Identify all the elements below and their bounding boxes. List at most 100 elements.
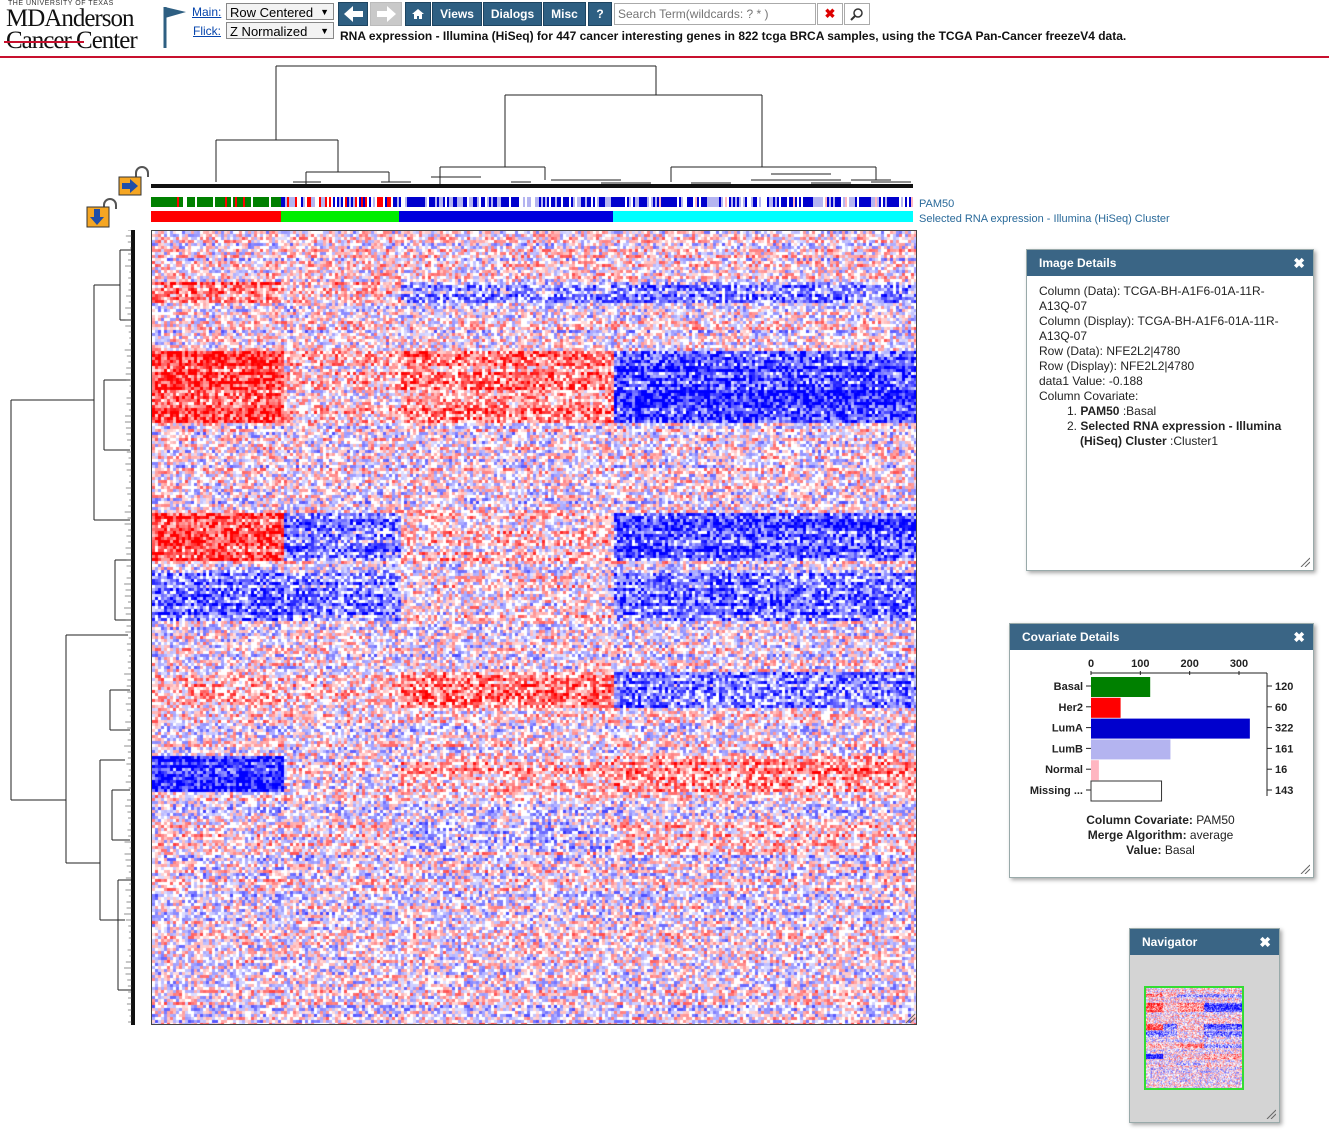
image-details-panel[interactable]: Image Details ✖ Column (Data): TCGA-BH-A… bbox=[1026, 249, 1314, 571]
pam50-cell bbox=[775, 197, 777, 207]
pam50-cell bbox=[345, 197, 347, 207]
pam50-cell bbox=[335, 197, 337, 207]
pam50-cell bbox=[665, 197, 667, 207]
pam50-cell bbox=[493, 197, 495, 207]
image-details-header[interactable]: Image Details ✖ bbox=[1027, 250, 1313, 276]
row-dendro-lock-icon[interactable] bbox=[86, 197, 120, 229]
pam50-cell bbox=[333, 197, 335, 207]
home-button[interactable] bbox=[405, 2, 431, 26]
covariate-details-header[interactable]: Covariate Details ✖ bbox=[1010, 624, 1313, 650]
pam50-cell bbox=[323, 197, 325, 207]
pam50-cell bbox=[307, 197, 309, 207]
pam50-cell bbox=[847, 197, 849, 207]
heatmap-resize-icon[interactable] bbox=[904, 1012, 916, 1024]
row-dendrogram[interactable] bbox=[0, 230, 140, 1025]
pam50-cell bbox=[627, 197, 629, 207]
pam50-cell bbox=[165, 197, 167, 207]
pam50-cell bbox=[887, 197, 889, 207]
column-dendro-lock-icon[interactable] bbox=[118, 165, 152, 197]
pam50-cell bbox=[773, 197, 775, 207]
pam50-cell bbox=[361, 197, 363, 207]
pam50-cell bbox=[523, 197, 525, 207]
navigator-thumbnail[interactable] bbox=[1144, 986, 1244, 1090]
pam50-cell bbox=[871, 197, 873, 207]
heatmap[interactable] bbox=[151, 230, 917, 1025]
covariate-label-cluster[interactable]: Selected RNA expression - Illumina (HiSe… bbox=[919, 213, 1170, 225]
pam50-cell bbox=[253, 197, 255, 207]
pam50-cell bbox=[151, 197, 153, 207]
pam50-cell bbox=[359, 197, 361, 207]
mdanderson-flag-icon bbox=[163, 7, 186, 48]
pam50-cell bbox=[653, 197, 655, 207]
forward-button[interactable] bbox=[370, 2, 402, 26]
pam50-cell bbox=[717, 197, 719, 207]
resize-handle-icon[interactable] bbox=[1266, 1109, 1276, 1119]
flick-link[interactable]: Flick: bbox=[193, 24, 221, 38]
clear-search-button[interactable]: ✖ bbox=[817, 3, 843, 25]
views-button[interactable]: Views bbox=[432, 2, 482, 26]
misc-button[interactable]: Misc bbox=[543, 2, 586, 26]
heatmap-canvas[interactable] bbox=[152, 231, 916, 1024]
pam50-cell bbox=[487, 197, 489, 207]
pam50-cell bbox=[199, 197, 201, 207]
close-icon[interactable]: ✖ bbox=[1293, 629, 1305, 645]
back-button[interactable] bbox=[338, 2, 368, 26]
search-input[interactable] bbox=[614, 3, 816, 25]
pam50-cell bbox=[769, 197, 771, 207]
pam50-cell bbox=[295, 197, 297, 207]
pam50-cell bbox=[811, 197, 813, 207]
pam50-cell bbox=[509, 197, 511, 207]
summary-value: average bbox=[1186, 828, 1234, 842]
logo-line2: Cancer Center bbox=[6, 27, 138, 54]
search-button[interactable] bbox=[844, 3, 870, 25]
covariate-details-panel[interactable]: Covariate Details ✖ 0 100 200 300 Basal 120 He… bbox=[1009, 623, 1314, 878]
pam50-cell bbox=[611, 197, 613, 207]
dialogs-button[interactable]: Dialogs bbox=[483, 2, 542, 26]
pam50-cell bbox=[905, 197, 907, 207]
pam50-cell bbox=[449, 197, 451, 207]
flick-data-layer-select[interactable]: Z Normalized ▼ bbox=[226, 22, 334, 39]
pam50-cell bbox=[625, 197, 627, 207]
help-button[interactable]: ? bbox=[588, 2, 612, 26]
pam50-cell bbox=[273, 197, 275, 207]
pam50-cell bbox=[873, 197, 875, 207]
pam50-cell bbox=[899, 197, 901, 207]
resize-handle-icon[interactable] bbox=[1300, 557, 1310, 567]
pam50-cell bbox=[525, 197, 527, 207]
column-covariate-bars[interactable] bbox=[151, 196, 913, 223]
pam50-cell bbox=[167, 197, 169, 207]
pam50-cell bbox=[485, 197, 487, 207]
pam50-cell bbox=[735, 197, 737, 207]
pam50-cell bbox=[163, 197, 165, 207]
pam50-cell bbox=[763, 197, 765, 207]
navigator-panel[interactable]: Navigator ✖ bbox=[1129, 928, 1280, 1123]
pam50-cell bbox=[235, 197, 237, 207]
pam50-cell bbox=[517, 197, 519, 207]
pam50-cell bbox=[439, 197, 441, 207]
pam50-cell bbox=[781, 197, 783, 207]
pam50-cell bbox=[441, 197, 443, 207]
pam50-cell bbox=[481, 197, 483, 207]
bar-count: 161 bbox=[1275, 743, 1293, 755]
pam50-cell bbox=[453, 197, 455, 207]
pam50-cell bbox=[855, 197, 857, 207]
covariate-name: PAM50 bbox=[1080, 404, 1120, 418]
pam50-cell bbox=[495, 197, 497, 207]
pam50-cell bbox=[411, 197, 413, 207]
pam50-cell bbox=[181, 197, 183, 207]
pam50-cell bbox=[869, 197, 871, 207]
covariate-label-pam50[interactable]: PAM50 bbox=[919, 198, 955, 210]
chevron-down-icon: ▼ bbox=[320, 7, 329, 17]
close-icon[interactable]: ✖ bbox=[1293, 255, 1305, 271]
covariate-value: :Basal bbox=[1119, 404, 1157, 418]
navigator-header[interactable]: Navigator ✖ bbox=[1130, 929, 1279, 955]
pam50-cell bbox=[339, 197, 341, 207]
close-icon[interactable]: ✖ bbox=[1259, 934, 1271, 950]
main-link[interactable]: Main: bbox=[192, 5, 222, 19]
pam50-cell bbox=[891, 197, 893, 207]
resize-handle-icon[interactable] bbox=[1300, 864, 1310, 874]
main-data-layer-select[interactable]: Row Centered ▼ bbox=[226, 3, 334, 20]
axis-tick-label: 0 bbox=[1088, 658, 1094, 670]
pam50-cell bbox=[841, 197, 843, 207]
column-dendrogram[interactable] bbox=[151, 62, 913, 190]
